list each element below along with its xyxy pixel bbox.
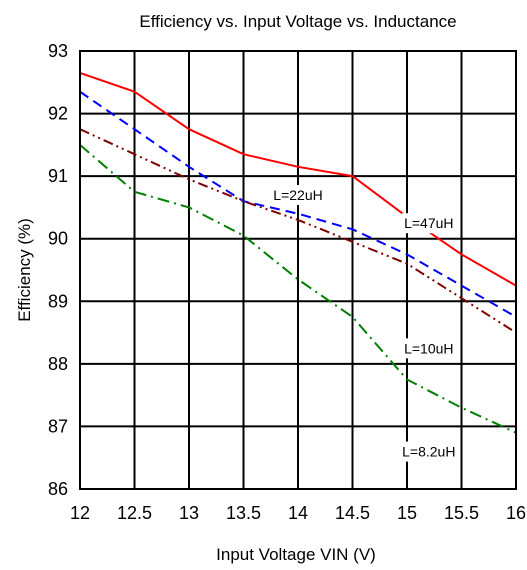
x-tick-label: 13 — [179, 503, 199, 523]
annotation-bg — [402, 338, 456, 359]
y-tick-label: 92 — [48, 104, 68, 124]
y-axis-label: Efficiency (%) — [15, 218, 34, 322]
y-tick-label: 93 — [48, 41, 68, 61]
y-tick-label: 90 — [48, 229, 68, 249]
grid-lines — [79, 50, 517, 490]
y-tick-labels: 86 87 88 89 90 91 92 93 — [48, 41, 68, 499]
x-tick-label: 13.5 — [226, 503, 261, 523]
series-annotation-3: L=8.2uH — [398, 441, 460, 462]
x-tick-label: 14 — [288, 503, 308, 523]
chart-title: Efficiency vs. Input Voltage vs. Inducta… — [139, 12, 456, 31]
series-line-l-10uh — [79, 128, 517, 334]
y-tick-label: 87 — [48, 416, 68, 436]
series-line-l-22uh — [79, 90, 517, 318]
x-tick-labels: 12 12.5 13 13.5 14 14.5 15 15.5 16 — [70, 503, 526, 523]
annotation-layer: L=22uH L=47uH L=10uH L=8.2uH — [271, 185, 460, 462]
series-layer — [79, 71, 517, 434]
x-tick-label: 15.5 — [444, 503, 479, 523]
x-tick-label: 12.5 — [117, 503, 152, 523]
x-tick-label: 16 — [506, 503, 526, 523]
annotation-label: L=8.2uH — [402, 444, 455, 460]
plot-frame — [79, 50, 517, 490]
series-annotation-0: L=22uH — [271, 185, 325, 206]
series-annotation-1: L=47uH — [402, 213, 456, 234]
series-line-l-8-2uh — [79, 144, 517, 434]
annotation-label: L=47uH — [404, 215, 453, 231]
y-tick-label: 86 — [48, 479, 68, 499]
series-annotation-2: L=10uH — [402, 338, 456, 359]
annotation-bg — [271, 185, 325, 206]
x-axis-label: Input Voltage VIN (V) — [216, 545, 376, 564]
y-tick-label: 89 — [48, 291, 68, 311]
x-tick-label: 14.5 — [335, 503, 370, 523]
annotation-label: L=10uH — [404, 340, 453, 356]
annotation-label: L=22uH — [273, 187, 322, 203]
series-line-l-47uh — [79, 71, 517, 287]
x-tick-label: 15 — [397, 503, 417, 523]
annotation-bg — [398, 441, 460, 462]
annotation-bg — [402, 213, 456, 234]
y-tick-label: 88 — [48, 354, 68, 374]
x-tick-label: 12 — [70, 503, 90, 523]
y-tick-label: 91 — [48, 166, 68, 186]
